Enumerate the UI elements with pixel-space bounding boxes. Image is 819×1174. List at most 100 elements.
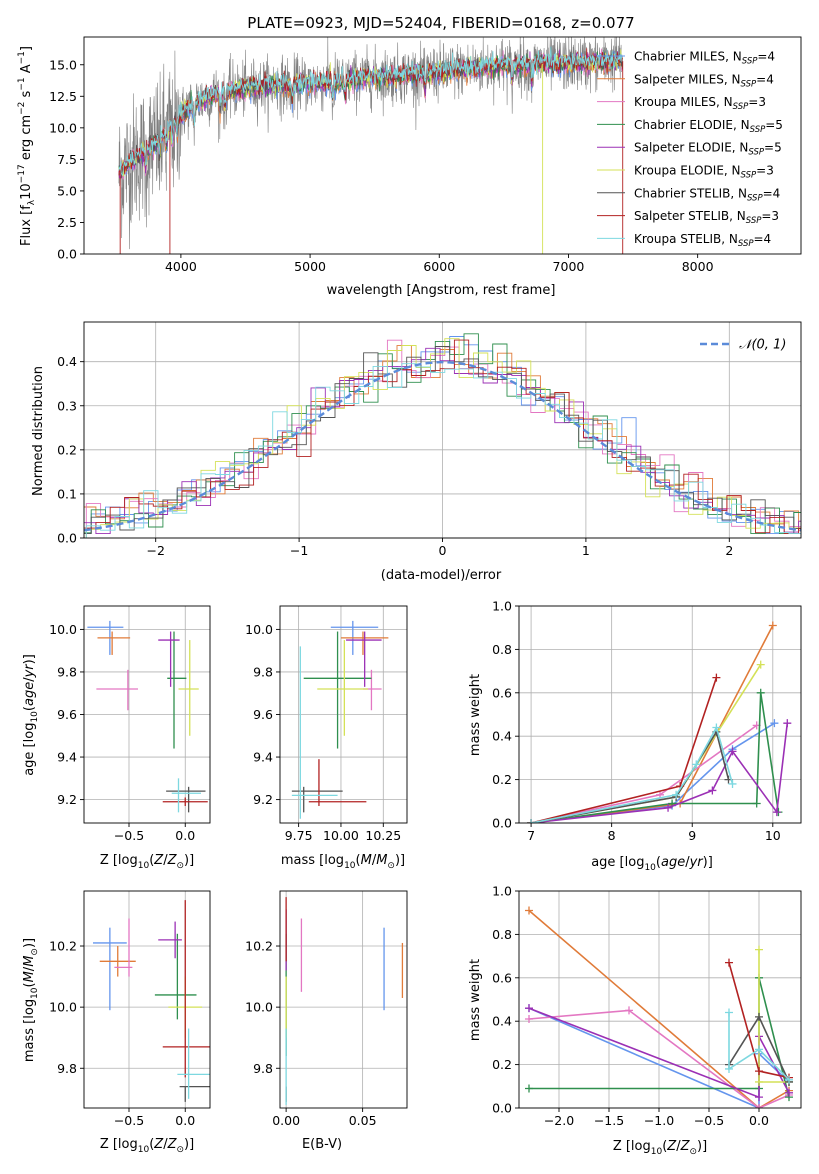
mass-vs-ebv-xlabel: E(B-V) [302,1137,342,1152]
legend-subscript: SSP [750,125,766,135]
mass-weight-marker [525,1004,533,1013]
axes-frame [83,890,211,1109]
x-tick-label: 6000 [423,259,455,274]
y-tick-label: 10.2 [245,939,273,954]
x-tick-label: 9 [688,828,696,843]
legend-entry: Chabrier STELIB, NSSP=4 [634,186,780,203]
x-tick-label: 10 [765,828,781,843]
y-tick-label: 9.4 [253,750,273,765]
y-tick-label: 0.6 [492,685,512,700]
mass-weight-marker [712,673,721,682]
plot-area [87,620,208,813]
age-vs-mass-panel: 9.75 10.00 10.25 9.2 9.4 9.6 9.8 10.0 [245,605,408,843]
plot-area [84,333,801,538]
age-vs-mass-xlabel: mass [log10(M/M⊙)] [281,853,405,871]
legend-value: =4 [754,232,772,246]
residuals-panel: −2 −1 0 1 2 0.0 0.1 0.2 0.3 0.4 𝒩(0, 1) [57,321,802,558]
x-tick-label: −2.0 [544,1113,574,1128]
y-tick-label: 0.0 [57,247,77,262]
legend-subscript: SSP [741,79,757,89]
mass-weight-line [530,692,780,823]
mass-weight-marker [728,747,737,756]
x-tick-label: 1 [582,543,590,558]
x-tick-label: 0.00 [272,1113,300,1128]
mass-weight-marker [755,1093,763,1102]
plot-area [527,621,792,823]
legend-entry: Salpeter STELIB, NSSP=3 [634,209,779,226]
y-tick-label: 9.8 [57,1061,77,1076]
y-tick-label: 0.4 [492,729,512,744]
y-tick-label: 10.0 [49,622,77,637]
legend-entry: Kroupa STELIB, NSSP=4 [634,232,771,249]
mass-weight-line [530,677,718,823]
y-tick-label: 7.5 [57,152,77,167]
legend-subscript: SSP [748,148,764,158]
chart-title: PLATE=0923, MJD=52404, FIBERID=0168, z=0… [247,14,634,32]
mass-vs-z-ylabel: mass [log10(M/M⊙)] [22,938,40,1062]
y-tick-label: 9.4 [57,750,77,765]
axes-frame [83,36,802,255]
mass-weight-marker [772,808,781,817]
legend-subscript: SSP [747,193,763,203]
mass-weight-marker [527,819,536,823]
x-tick-label: 0 [439,543,447,558]
mass-weight-marker [755,1045,763,1054]
residuals-ylabel: Normed distribution [31,366,46,496]
mass-weight-marker [692,760,701,769]
x-tick-label: 10.00 [323,828,359,843]
mass-weight-line [728,1012,790,1081]
plot-area [525,906,793,1108]
mass-vs-metallicity-panel: −0.5 0.0 9.8 10.0 10.2 [49,890,211,1128]
y-tick-label: 0.6 [492,970,512,985]
age-vs-z-xlabel: Z [log10(Z/Z⊙)] [100,853,194,871]
mass-weight-marker [752,799,761,808]
legend-entry: 𝒩(0, 1) [739,338,786,353]
mass-weight-marker [525,906,533,915]
x-tick-label: 5000 [294,259,326,274]
residual-histogram [84,339,801,535]
mass-vs-ebv-panel: 0.00 0.05 9.8 10.0 10.2 [245,890,408,1128]
legend-entry: Salpeter MILES, NSSP=4 [634,72,774,89]
mass-weight-marker [755,1012,763,1021]
mass-weight-marker [755,945,763,954]
gaussian-reference-curve [84,360,801,532]
legend-text: Salpeter STELIB, N [634,209,746,223]
mass-weight-marker [770,719,779,728]
x-tick-label: 0.0 [175,828,195,843]
legend-entry: Chabrier ELODIE, NSSP=5 [634,118,783,135]
mass-weight-line [531,723,789,823]
age-vs-z-ylabel: age [log10(age/yr)] [22,654,40,776]
legend-text: Salpeter ELODIE, N [634,141,748,155]
x-tick-label: 0.0 [749,1113,769,1128]
y-tick-label: 10.0 [245,622,273,637]
legend-text: Kroupa STELIB, N [634,232,738,246]
legend-value: =4 [756,72,774,86]
plot-area [118,37,624,254]
x-tick-label: 7 [527,828,535,843]
mass-weight-marker [756,660,765,669]
mass-weight-marker [708,786,717,795]
y-tick-label: 9.8 [253,1061,273,1076]
x-tick-label: −2 [146,543,164,558]
legend-text: Chabrier STELIB, N [634,186,747,200]
mass-weight-marker [712,723,721,732]
y-tick-label: 0.8 [492,642,512,657]
y-tick-label: 9.2 [253,792,273,807]
legend-value: =5 [764,141,782,155]
legend-value: =3 [748,95,766,109]
axes-frame [518,890,802,1109]
y-tick-label: 5.0 [57,183,77,198]
mass-weight-marker [725,1008,733,1017]
x-tick-label: −0.5 [694,1113,724,1128]
mass-weight-marker [525,1084,533,1093]
mass-weight-marker [756,688,765,697]
residual-histogram [85,363,801,538]
legend-value: =4 [757,50,775,64]
x-tick-label: −1.5 [594,1113,624,1128]
spectrum-panel: 4000 5000 6000 7000 8000 0.0 2.5 5.0 7.5 10.0 12.5… [49,36,802,274]
y-tick-label: 0.0 [492,1101,512,1116]
y-tick-label: 0.4 [57,354,77,369]
mass-weight-marker [725,1064,733,1073]
mass-vs-z-xlabel: Z [log10(Z/Z⊙)] [100,1137,194,1155]
